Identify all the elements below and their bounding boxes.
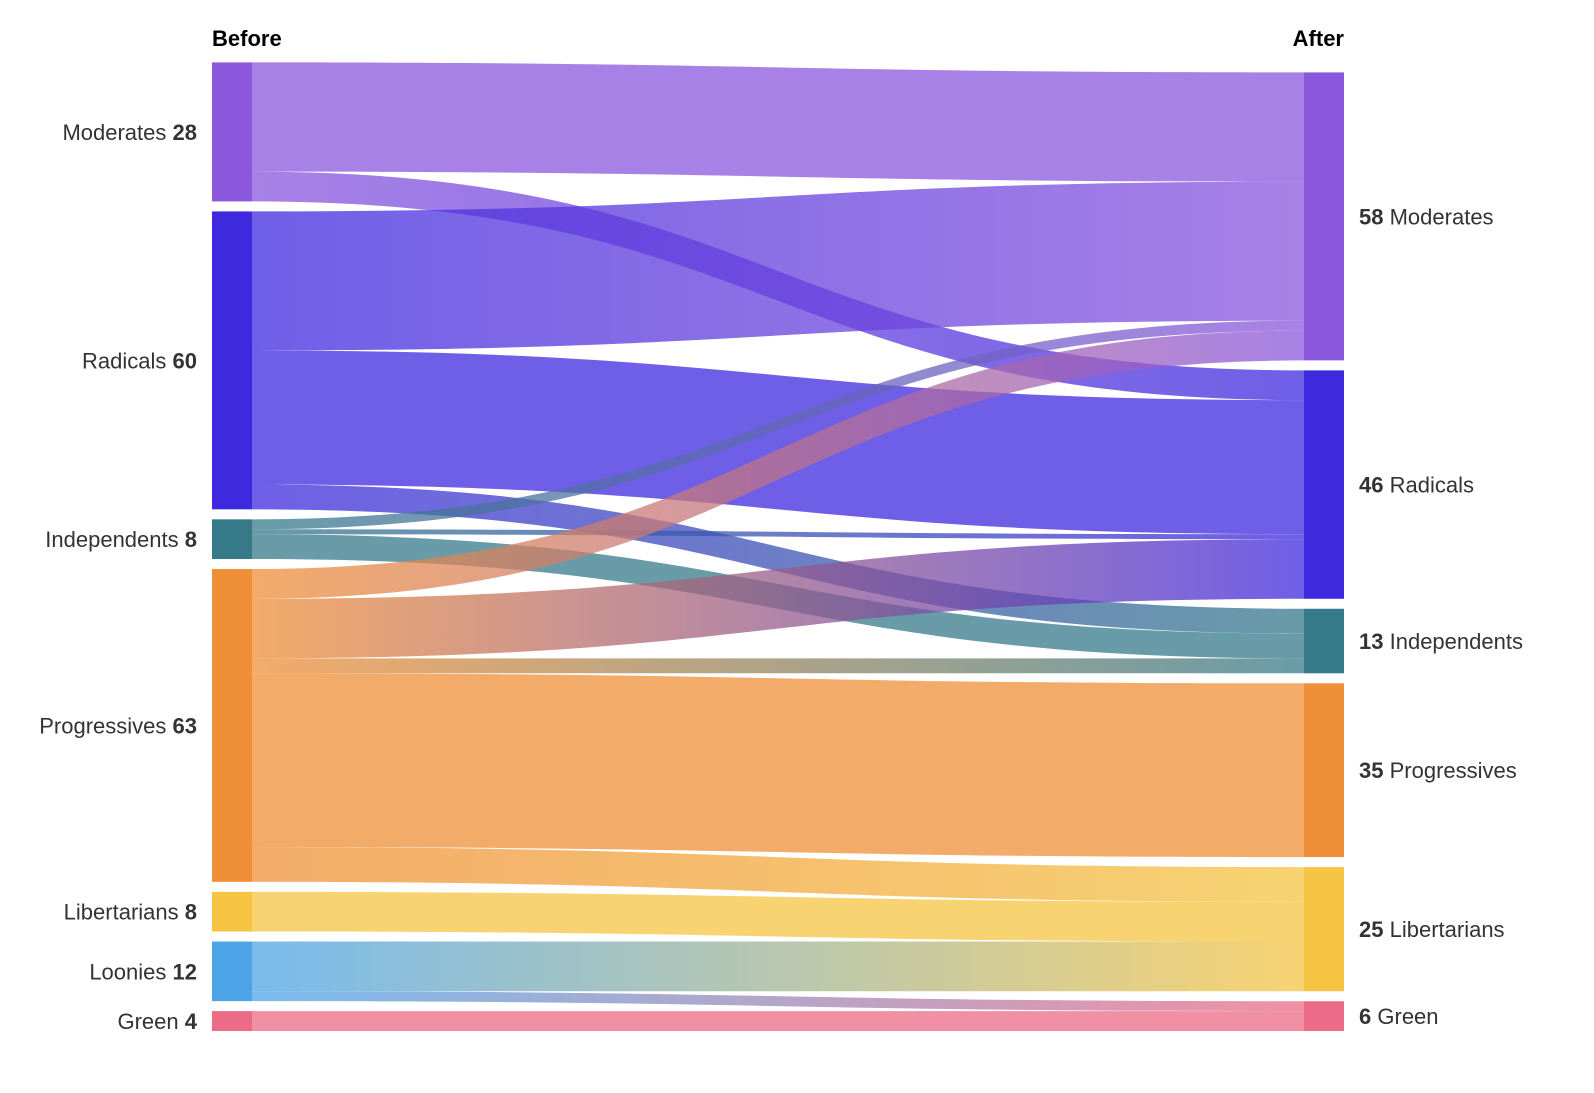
node-label: Loonies xyxy=(89,959,166,984)
node-value: 25 xyxy=(1359,917,1383,942)
link-green-to-green[interactable] xyxy=(252,1011,1304,1031)
link-loonies-to-libertarians[interactable] xyxy=(252,941,1304,992)
left-node-progressives[interactable] xyxy=(212,569,252,882)
left-label-libertarians: Libertarians 8 xyxy=(64,900,197,925)
node-value: 35 xyxy=(1359,758,1383,783)
node-label: Green xyxy=(1377,1004,1438,1029)
right-label-progressives: 35 Progressives xyxy=(1359,758,1517,783)
node-label: Independents xyxy=(45,527,178,552)
node-label: Moderates xyxy=(62,120,166,145)
left-label-moderates: Moderates 28 xyxy=(62,120,197,145)
link-progressives-to-radicals[interactable] xyxy=(252,539,1304,659)
right-label-radicals: 46 Radicals xyxy=(1359,473,1474,498)
node-value: 6 xyxy=(1359,1004,1371,1029)
node-label: Progressives xyxy=(1390,758,1517,783)
node-value: 4 xyxy=(185,1009,198,1034)
node-label: Libertarians xyxy=(1390,917,1505,942)
right-column-title: After xyxy=(1293,26,1345,51)
node-value: 46 xyxy=(1359,473,1383,498)
left-label-progressives: Progressives 63 xyxy=(39,713,197,738)
left-label-loonies: Loonies 12 xyxy=(89,959,197,984)
node-label: Radicals xyxy=(82,348,166,373)
link-progressives-to-progressives[interactable] xyxy=(252,673,1304,858)
right-label-libertarians: 25 Libertarians xyxy=(1359,917,1505,942)
node-value: 12 xyxy=(173,959,197,984)
node-label: Libertarians xyxy=(64,900,179,925)
left-node-radicals[interactable] xyxy=(212,211,252,510)
node-label: Independents xyxy=(1390,629,1523,654)
link-radicals-to-moderates[interactable] xyxy=(252,181,1304,351)
node-label: Radicals xyxy=(1390,473,1474,498)
link-independents-to-radicals[interactable] xyxy=(252,529,1304,540)
right-node-progressives[interactable] xyxy=(1304,683,1344,858)
left-node-libertarians[interactable] xyxy=(212,891,252,932)
node-value: 8 xyxy=(185,900,197,925)
node-label: Moderates xyxy=(1390,204,1494,229)
link-progressives-to-libertarians[interactable] xyxy=(252,847,1304,902)
right-node-libertarians[interactable] xyxy=(1304,867,1344,992)
link-loonies-to-green[interactable] xyxy=(252,991,1304,1012)
right-node-independents[interactable] xyxy=(1304,608,1344,674)
node-value: 8 xyxy=(185,527,197,552)
node-value: 60 xyxy=(173,348,197,373)
right-node-moderates[interactable] xyxy=(1304,72,1344,361)
right-node-radicals[interactable] xyxy=(1304,370,1344,599)
left-column-title: Before xyxy=(212,26,282,51)
node-label: Progressives xyxy=(39,713,166,738)
left-node-loonies[interactable] xyxy=(212,941,252,1002)
node-value: 28 xyxy=(173,120,197,145)
link-moderates-to-moderates[interactable] xyxy=(252,62,1304,182)
right-node-green[interactable] xyxy=(1304,1001,1344,1031)
link-progressives-to-independents[interactable] xyxy=(252,658,1304,674)
node-value: 58 xyxy=(1359,204,1383,229)
left-node-green[interactable] xyxy=(212,1011,252,1031)
right-label-independents: 13 Independents xyxy=(1359,629,1523,654)
left-node-moderates[interactable] xyxy=(212,62,252,202)
node-value: 13 xyxy=(1359,629,1383,654)
node-value: 63 xyxy=(173,713,197,738)
left-label-radicals: Radicals 60 xyxy=(82,348,197,373)
left-node-independents[interactable] xyxy=(212,519,252,560)
link-independents-to-moderates[interactable] xyxy=(252,320,1304,530)
link-radicals-to-radicals[interactable] xyxy=(252,350,1304,535)
right-label-green: 6 Green xyxy=(1359,1004,1439,1029)
left-label-green: Green 4 xyxy=(117,1009,197,1034)
left-label-independents: Independents 8 xyxy=(45,527,197,552)
right-label-moderates: 58 Moderates xyxy=(1359,204,1494,229)
node-label: Green xyxy=(117,1009,178,1034)
link-libertarians-to-libertarians[interactable] xyxy=(252,891,1304,942)
link-progressives-to-moderates[interactable] xyxy=(252,330,1304,599)
